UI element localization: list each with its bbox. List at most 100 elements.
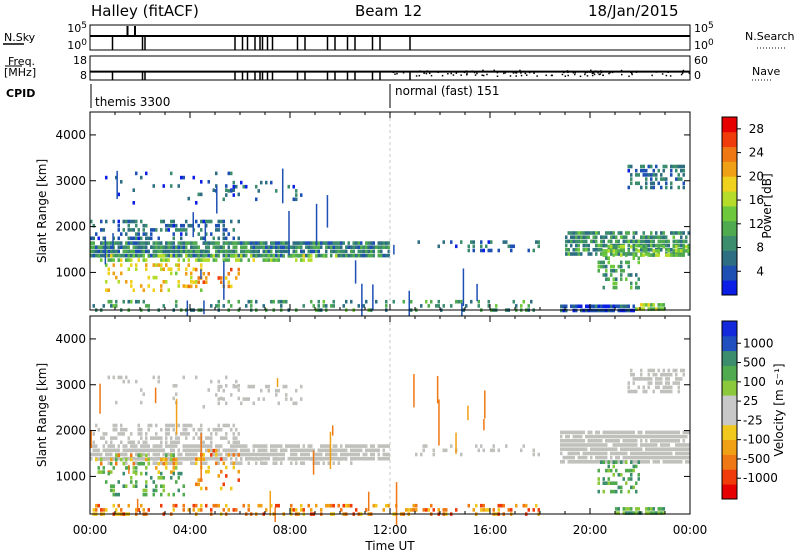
scatter-cell (482, 503, 485, 508)
scatter-cell (102, 253, 105, 258)
scatter-cell (272, 461, 275, 465)
scatter-cell (617, 507, 620, 511)
scatter-cell (270, 249, 273, 254)
scatter-cell (182, 432, 185, 436)
scatter-cell (480, 240, 483, 244)
scatter-cell (217, 474, 220, 478)
scatter-cell (232, 188, 235, 192)
scatter-cell (225, 241, 228, 245)
scatter-cell (100, 436, 103, 440)
scatter-cell (682, 372, 685, 377)
scatter-cell (125, 375, 128, 380)
scatter-cell (215, 304, 218, 308)
scatter-cell (667, 389, 670, 394)
scatter-cell (232, 508, 235, 512)
scatter-cell (652, 507, 655, 511)
scatter-cell (130, 476, 133, 480)
scatter-cell (270, 299, 273, 304)
scatter-cell (95, 423, 98, 428)
scatter-cell (130, 249, 133, 254)
scatter-cell (112, 448, 115, 453)
scatter-cell (612, 244, 615, 249)
scatter-cell (605, 481, 608, 485)
nave-point (402, 72, 405, 74)
scatter-cell (667, 447, 670, 451)
nave-point (466, 72, 468, 75)
scatter-cell (105, 432, 108, 436)
scatter-cell (277, 241, 280, 245)
scatter-cell (102, 508, 105, 512)
scatter-cell (110, 444, 113, 448)
scatter-cell (365, 299, 368, 304)
scatter-cell (157, 379, 160, 384)
scatter-cell (155, 466, 158, 470)
scatter-cell (655, 372, 658, 377)
scatter-cell (325, 249, 328, 254)
scatter-cell (207, 444, 210, 448)
scatter-cell (387, 456, 390, 461)
scatter-cell (657, 181, 660, 186)
nave-point (519, 69, 521, 72)
scatter-cell (147, 448, 150, 453)
scatter-cell (492, 508, 495, 512)
scatter-cell (235, 436, 238, 440)
scatter-cell (580, 430, 583, 435)
scatter-cell (302, 241, 305, 245)
scatter-cell (100, 457, 103, 462)
scatter-cell (135, 253, 138, 258)
scatter-cell (295, 193, 298, 197)
scatter-cell (247, 397, 250, 401)
scatter-cell (577, 434, 580, 439)
scatter-cell (307, 448, 310, 453)
scatter-cell (165, 466, 168, 470)
scatter-cell (162, 304, 165, 308)
scatter-cell (407, 508, 410, 512)
scatter-cell (192, 253, 195, 258)
scatter-cell (317, 304, 320, 308)
scatter-cell (297, 444, 300, 448)
scatter-cell (167, 492, 170, 497)
scatter-cell (297, 241, 300, 245)
scatter-cell (195, 284, 198, 289)
scatter-cell (335, 448, 338, 453)
scatter-cell (587, 304, 590, 309)
scatter-cell (227, 448, 230, 453)
nave-point (447, 73, 449, 75)
scatter-cell (155, 448, 158, 453)
scatter-cell (95, 457, 98, 462)
scatter-cell (307, 254, 310, 258)
scatter-cell (230, 267, 233, 272)
scatter-cell (167, 249, 170, 254)
scatter-cell (155, 488, 158, 493)
scatter-cell (307, 249, 310, 254)
scatter-cell (602, 451, 605, 456)
scatter-cell (680, 377, 683, 381)
scatter-cell (120, 263, 123, 267)
scatter-cell (667, 385, 670, 390)
scatter-cell (667, 439, 670, 443)
scatter-cell (580, 455, 583, 460)
scatter-cell (217, 461, 220, 465)
scatter-cell (220, 427, 223, 432)
scatter-cell (95, 232, 98, 236)
scatter-cell (657, 368, 660, 373)
scatter-cell (225, 375, 228, 380)
scatter-cell (642, 377, 645, 381)
scatter-cell (612, 481, 615, 485)
scatter-cell (237, 478, 240, 482)
scatter-cell (572, 455, 575, 460)
scatter-cell (230, 427, 233, 432)
scatter-cell (207, 253, 210, 258)
scatter-cell (575, 443, 578, 447)
scatter-cell (235, 440, 238, 445)
scatter-cell (375, 448, 378, 453)
scatter-streak (269, 490, 272, 517)
scatter-cell (217, 249, 220, 254)
scatter-cell (205, 249, 208, 254)
scatter-cell (587, 235, 590, 239)
scatter-cell (670, 168, 673, 173)
scatter-cell (645, 389, 648, 394)
scatter-cell (625, 511, 628, 515)
scatter-cell (167, 228, 170, 232)
scatter-cell (575, 460, 578, 464)
